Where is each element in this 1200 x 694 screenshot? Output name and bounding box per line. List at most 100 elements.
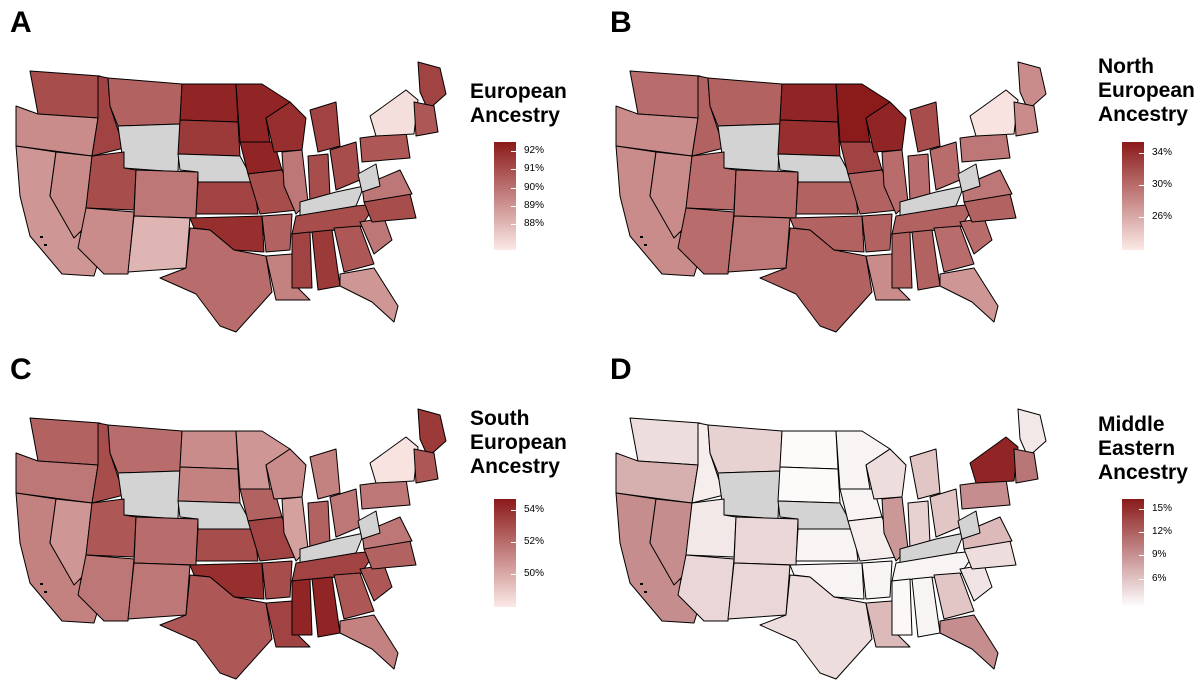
panel-c: C South European Ancestry 54% 52% 50% xyxy=(0,347,600,694)
panel-d: D Middle Eastern Ancestry 15% 12% 9% 6% xyxy=(600,347,1200,694)
state-nd xyxy=(179,430,239,470)
state-pa xyxy=(359,478,411,510)
state-sd xyxy=(177,466,241,504)
state-co xyxy=(733,516,799,566)
state-nv xyxy=(49,151,93,239)
state-ky xyxy=(299,185,365,217)
state-va xyxy=(361,516,413,550)
island-mark xyxy=(640,583,643,585)
state-ar xyxy=(861,213,893,253)
state-mt xyxy=(707,77,783,127)
colorbar-tick xyxy=(1139,578,1144,580)
state-ks xyxy=(195,528,259,562)
state-ny xyxy=(969,89,1019,137)
state-mi xyxy=(309,101,341,153)
us-map xyxy=(615,61,1047,333)
state-az xyxy=(77,207,135,275)
state-mi xyxy=(909,101,941,153)
state-wy xyxy=(117,123,181,173)
state-la xyxy=(265,253,311,301)
colorbar-tick-label: 30% xyxy=(1152,178,1173,190)
state-pa xyxy=(959,478,1011,510)
state-wv xyxy=(357,163,381,193)
state-la xyxy=(865,600,911,648)
state-fl xyxy=(939,614,999,670)
state-ne_small xyxy=(413,448,439,484)
us-map xyxy=(615,408,1047,680)
state-tx xyxy=(159,574,273,680)
colorbar-tick xyxy=(511,509,516,511)
colorbar-tick-label: 89% xyxy=(524,199,545,211)
panel-letter: D xyxy=(610,353,632,386)
state-wa xyxy=(629,417,701,466)
colorbar-tick-label: 34% xyxy=(1152,146,1173,158)
state-oh xyxy=(329,141,361,191)
state-mt xyxy=(107,424,183,474)
state-wi xyxy=(865,101,907,153)
state-nm xyxy=(127,215,191,273)
state-al xyxy=(311,576,341,638)
state-tx xyxy=(759,227,873,333)
colorbar-tick xyxy=(1139,216,1144,218)
state-ky xyxy=(899,185,965,217)
state-al xyxy=(911,576,941,638)
state-nd xyxy=(779,430,839,470)
state-ga xyxy=(933,572,975,620)
state-ky xyxy=(899,532,965,564)
colorbar xyxy=(1122,142,1144,250)
state-ga xyxy=(333,572,375,620)
state-me xyxy=(417,408,447,458)
state-ms xyxy=(891,578,913,636)
state-wa xyxy=(629,70,701,119)
state-pa xyxy=(959,131,1011,163)
state-wv xyxy=(957,510,981,540)
state-pa xyxy=(359,131,411,163)
state-ar xyxy=(261,213,293,253)
island-mark xyxy=(44,244,47,246)
colorbar-tick-label: 54% xyxy=(524,503,545,515)
state-tx xyxy=(759,574,873,680)
legend-title: European Ancestry xyxy=(470,80,567,127)
state-nm xyxy=(727,215,791,273)
state-ar xyxy=(261,560,293,600)
island-mark xyxy=(640,236,643,238)
state-ar xyxy=(861,560,893,600)
state-wy xyxy=(117,470,181,520)
state-ny xyxy=(369,436,419,484)
colorbar-tick xyxy=(1139,508,1144,510)
legend-title: North European Ancestry xyxy=(1098,55,1195,126)
state-wa xyxy=(29,70,101,119)
state-fl xyxy=(339,267,399,323)
us-map xyxy=(15,408,447,680)
state-va xyxy=(361,169,413,203)
state-nd xyxy=(779,83,839,123)
colorbar xyxy=(1122,499,1144,607)
state-nm xyxy=(127,562,191,620)
colorbar-tick xyxy=(511,187,516,189)
panel-letter: A xyxy=(10,6,32,39)
colorbar-tick xyxy=(1139,184,1144,186)
island-mark xyxy=(44,591,47,593)
colorbar xyxy=(494,499,516,607)
state-fl xyxy=(339,614,399,670)
state-me xyxy=(1017,61,1047,111)
state-ny xyxy=(369,89,419,137)
state-nv xyxy=(649,498,693,586)
colorbar xyxy=(494,142,516,250)
state-nd xyxy=(179,83,239,123)
state-mt xyxy=(707,424,783,474)
colorbar-tick-label: 9% xyxy=(1152,549,1167,561)
state-wi xyxy=(265,101,307,153)
colorbar-tick xyxy=(511,573,516,575)
state-wi xyxy=(865,448,907,500)
colorbar-tick-label: 15% xyxy=(1152,502,1173,514)
state-wv xyxy=(957,163,981,193)
state-az xyxy=(677,554,735,622)
colorbar-tick-label: 91% xyxy=(524,163,545,175)
state-va xyxy=(961,169,1013,203)
state-nm xyxy=(727,562,791,620)
island-mark xyxy=(40,583,43,585)
state-sd xyxy=(177,119,241,157)
legend-title: Middle Eastern Ancestry xyxy=(1098,413,1188,484)
state-mi xyxy=(909,448,941,500)
